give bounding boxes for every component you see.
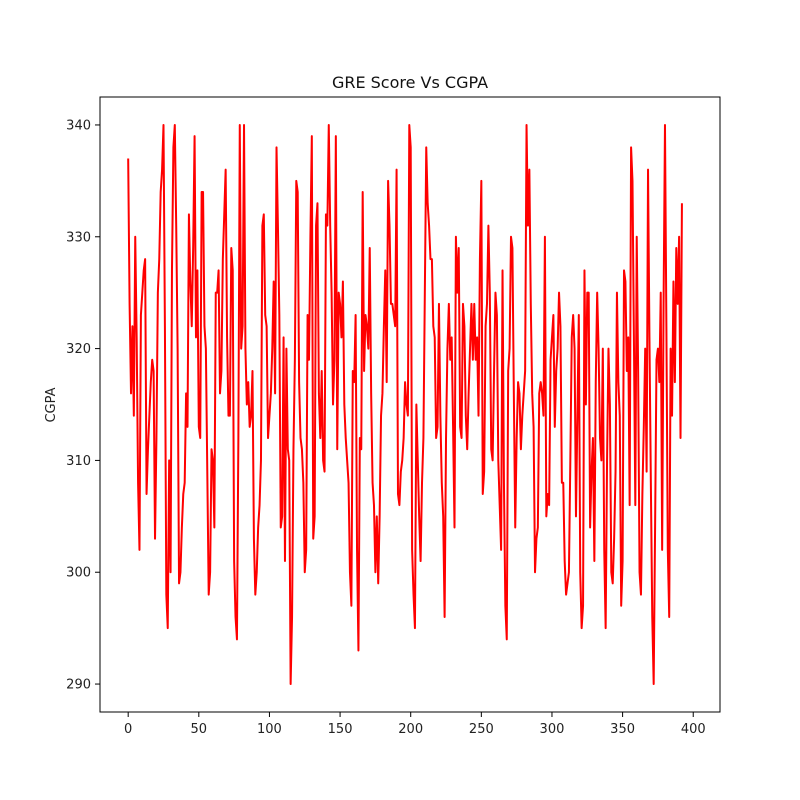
x-tick-label: 100 <box>257 722 282 737</box>
y-tick-label: 300 <box>66 566 91 581</box>
y-tick-label: 330 <box>66 230 91 245</box>
x-tick-label: 50 <box>191 722 208 737</box>
chart-title: GRE Score Vs CGPA <box>332 73 488 92</box>
x-tick-label: 400 <box>681 722 706 737</box>
y-axis-label: CGPA <box>44 387 59 422</box>
x-axis: 0 50 100 150 200 250 300 350 400 <box>124 712 706 737</box>
y-axis: 290 300 310 320 330 340 <box>66 118 100 693</box>
x-tick-label: 0 <box>124 722 132 737</box>
plot-area <box>127 123 683 686</box>
x-tick-label: 300 <box>540 722 565 737</box>
x-tick-label: 250 <box>469 722 494 737</box>
x-tick-label: 150 <box>328 722 353 737</box>
x-tick-label: 200 <box>398 722 423 737</box>
series-line-0 <box>127 123 683 686</box>
y-tick-label: 340 <box>66 118 91 133</box>
y-tick-label: 290 <box>66 678 91 693</box>
y-tick-label: 310 <box>66 454 91 469</box>
x-tick-label: 350 <box>610 722 635 737</box>
y-tick-label: 320 <box>66 342 91 357</box>
axes-frame <box>99 96 721 713</box>
